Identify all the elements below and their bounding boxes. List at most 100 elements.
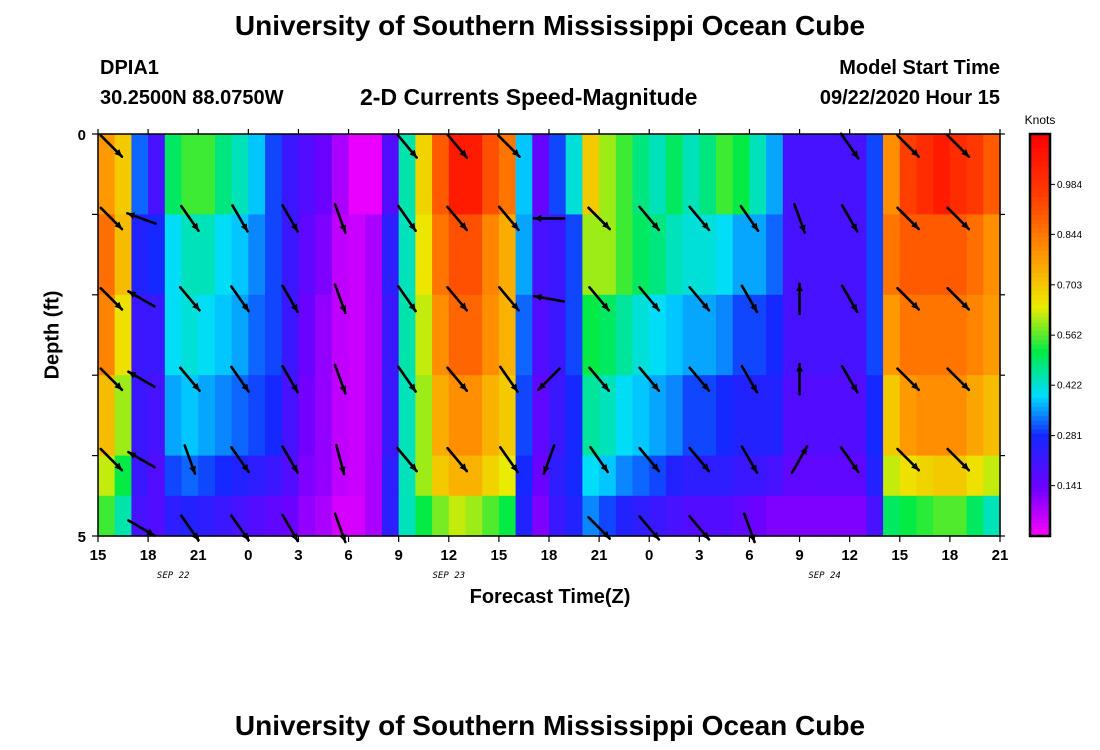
colorbar-segment [1030,477,1050,483]
heatmap-cell [766,294,784,376]
x-tick-label: 18 [942,547,959,564]
x-tick-label: 21 [591,547,608,564]
heatmap-cell [632,495,650,537]
heatmap-cell [816,455,834,497]
heatmap-cell [582,294,600,376]
heatmap-cell [315,495,333,537]
colorbar-segment [1030,419,1050,425]
heatmap-cell [565,214,584,296]
heatmap-cell [682,375,700,457]
heatmap-cell [682,495,700,537]
x-axis-label: Forecast Time(Z) [469,586,631,608]
heatmap-cell [816,214,834,296]
colorbar-segment [1030,326,1050,332]
heatmap-cell [114,214,133,296]
heatmap-cell [732,134,751,215]
heatmap-cell [248,455,266,497]
heatmap-cell [832,294,851,376]
heatmap-cell [665,294,684,376]
heatmap-cell [883,455,901,497]
heatmap-cell [482,495,500,537]
colorbar-segment [1030,379,1050,385]
heatmap-cell [866,375,884,457]
colorbar-segment [1030,446,1050,452]
x-tick-label: 0 [645,547,653,564]
heatmap-cell [248,134,266,215]
colorbar-segment [1030,294,1050,300]
colorbar-segment [1030,241,1050,247]
colorbar-segment [1030,424,1050,430]
heatmap-cells [98,134,1001,537]
heatmap-cell [181,455,199,497]
heatmap-cell [298,294,316,376]
heatmap-cell [348,214,366,296]
heatmap-cell [398,294,416,376]
heatmap-cell [114,375,133,457]
heatmap-cell [582,375,600,457]
current-arrow [499,365,519,393]
colorbar-segment [1030,406,1050,412]
current-arrow [446,133,469,159]
heatmap-cell [98,134,116,215]
heatmap-cell [949,495,968,537]
colorbar-segment [1030,160,1050,166]
heatmap-cell [415,134,433,215]
current-arrow [127,450,156,469]
heatmap-cell [248,495,266,537]
station-coords: 30.2500N 88.0750W [100,87,284,109]
colorbar-segment [1030,214,1050,220]
heatmap-cell [331,495,350,537]
colorbar-segment [1030,531,1050,537]
heatmap-cell [782,214,801,296]
heatmap-cell [966,455,984,497]
current-arrow [740,445,759,474]
heatmap-cell [164,294,183,376]
current-arrow [946,286,971,311]
heatmap-cell [498,214,517,296]
heatmap-cell [465,375,483,457]
heatmap-cell [315,134,333,215]
heatmap-cell [515,214,533,296]
heatmap-cell [582,214,600,296]
heatmap-cell [498,495,517,537]
heatmap-cell [966,134,984,215]
heatmap-cell [181,134,199,215]
current-arrow [178,286,201,312]
heatmap-cell [716,294,734,376]
heatmap-cell [615,294,634,376]
heatmap-cell [832,375,851,457]
heatmap-cell [198,375,216,457]
current-arrow [231,204,249,233]
current-arrow [126,211,157,225]
heatmap-cell [98,294,116,376]
current-arrow [840,284,859,314]
heatmap-cell [832,455,851,497]
chart-title: University of Southern Mississippi Ocean… [234,10,866,41]
heatmap-cell [265,495,283,537]
colorbar-segment [1030,276,1050,282]
heatmap-cell [716,375,734,457]
heatmap-cell [98,375,116,457]
heatmap-cell [749,375,767,457]
heatmap-cell [164,375,183,457]
heatmap-cell [816,134,834,215]
heatmap-cell [415,294,433,376]
heatmap-cell [565,495,584,537]
heatmap-cell [699,375,717,457]
x-tick-label: 9 [795,547,803,564]
heatmap-cell [432,495,450,537]
heatmap-cell [916,455,934,497]
colorbar-segment [1030,384,1050,390]
heatmap-cell [766,495,784,537]
current-arrow [230,446,250,474]
heatmap-cell [799,375,817,457]
heatmap-cell [415,455,433,497]
current-arrow [688,205,711,232]
heatmap-cell [682,214,700,296]
colorbar-segment [1030,343,1050,349]
heatmap-cell [432,214,450,296]
heatmap-cell [381,495,400,537]
heatmap-cell [782,294,801,376]
colorbar-segment [1030,388,1050,394]
heatmap-cell [933,134,951,215]
